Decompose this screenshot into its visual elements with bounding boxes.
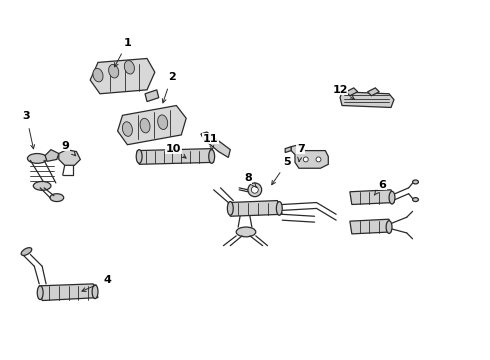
Ellipse shape bbox=[27, 153, 47, 163]
Ellipse shape bbox=[93, 68, 103, 82]
Ellipse shape bbox=[158, 115, 168, 130]
Ellipse shape bbox=[236, 227, 256, 237]
Text: 6: 6 bbox=[378, 180, 386, 190]
Polygon shape bbox=[368, 88, 379, 96]
Text: 12: 12 bbox=[332, 85, 348, 95]
Polygon shape bbox=[346, 88, 358, 96]
Polygon shape bbox=[90, 58, 155, 94]
Ellipse shape bbox=[413, 198, 418, 202]
Ellipse shape bbox=[248, 183, 262, 197]
Text: 7: 7 bbox=[297, 144, 305, 154]
Polygon shape bbox=[228, 201, 282, 216]
Ellipse shape bbox=[251, 186, 258, 193]
Polygon shape bbox=[350, 190, 394, 204]
Ellipse shape bbox=[386, 221, 392, 233]
Ellipse shape bbox=[140, 118, 150, 133]
Polygon shape bbox=[137, 149, 214, 164]
Ellipse shape bbox=[37, 286, 43, 300]
Polygon shape bbox=[201, 132, 230, 157]
Polygon shape bbox=[59, 150, 80, 165]
Circle shape bbox=[303, 157, 308, 162]
Circle shape bbox=[316, 157, 321, 162]
Text: 4: 4 bbox=[104, 275, 112, 285]
Polygon shape bbox=[145, 90, 159, 102]
Polygon shape bbox=[118, 105, 186, 145]
Ellipse shape bbox=[109, 64, 119, 78]
Polygon shape bbox=[285, 147, 291, 153]
Ellipse shape bbox=[21, 248, 32, 256]
Ellipse shape bbox=[209, 150, 215, 163]
Polygon shape bbox=[340, 92, 394, 108]
Polygon shape bbox=[350, 219, 391, 234]
Text: 5: 5 bbox=[283, 157, 291, 167]
Text: 10: 10 bbox=[166, 144, 181, 154]
Ellipse shape bbox=[122, 122, 132, 136]
Text: 11: 11 bbox=[203, 134, 219, 144]
Text: 8: 8 bbox=[244, 173, 252, 183]
Ellipse shape bbox=[389, 191, 395, 204]
Ellipse shape bbox=[92, 285, 98, 298]
Ellipse shape bbox=[413, 180, 418, 184]
Ellipse shape bbox=[124, 60, 134, 74]
Polygon shape bbox=[291, 145, 328, 168]
Ellipse shape bbox=[50, 194, 64, 202]
Ellipse shape bbox=[276, 202, 282, 215]
Ellipse shape bbox=[136, 150, 142, 163]
Text: 3: 3 bbox=[23, 111, 30, 121]
Text: 2: 2 bbox=[168, 72, 175, 82]
Polygon shape bbox=[45, 150, 59, 161]
Polygon shape bbox=[39, 284, 98, 301]
Text: 9: 9 bbox=[62, 141, 70, 151]
Ellipse shape bbox=[33, 181, 51, 190]
Text: 1: 1 bbox=[123, 38, 131, 48]
Ellipse shape bbox=[227, 202, 233, 215]
